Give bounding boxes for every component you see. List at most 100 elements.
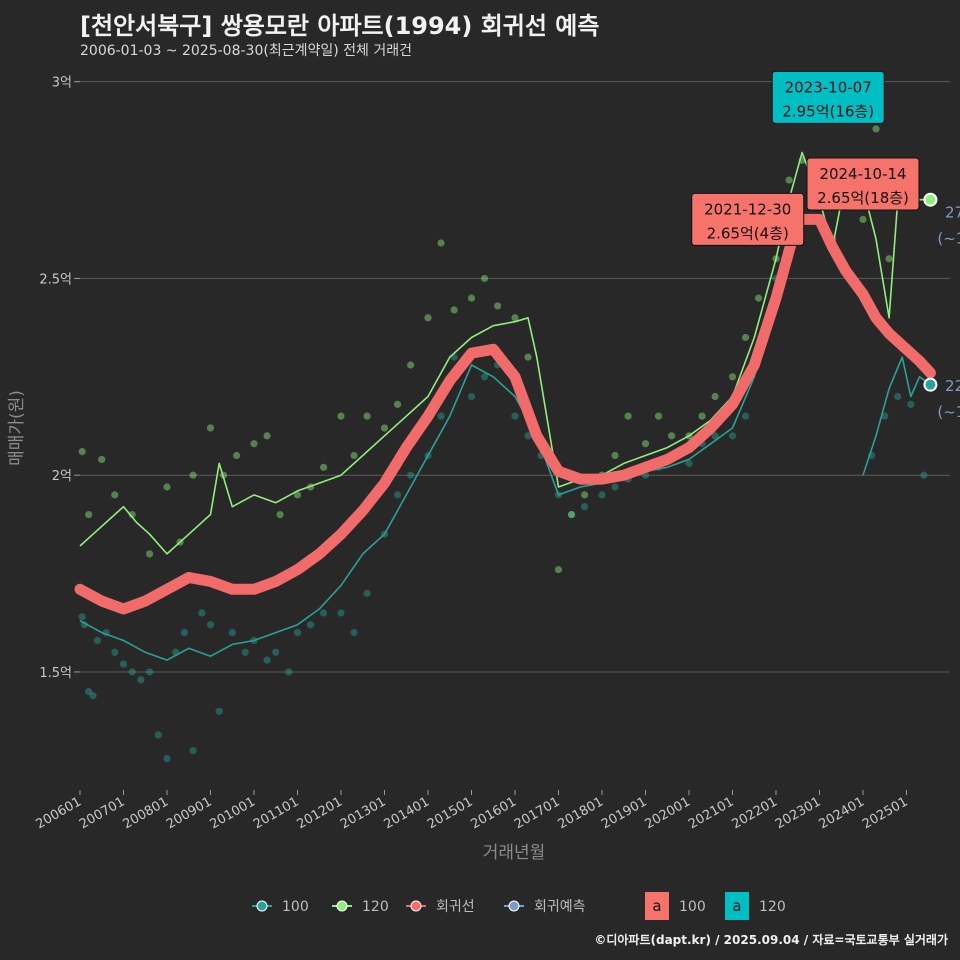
x-tick-label: 201501 bbox=[425, 794, 475, 832]
x-tick-label: 200801 bbox=[121, 794, 171, 832]
scatter-point-120 bbox=[524, 353, 532, 361]
scatter-point-120 bbox=[146, 550, 154, 558]
legend-box-swatch bbox=[725, 892, 749, 920]
scatter-point-120 bbox=[437, 239, 445, 247]
scatter-point-120 bbox=[206, 424, 215, 432]
x-tick-label: 201401 bbox=[382, 794, 432, 832]
scatter-point-120 bbox=[85, 510, 93, 519]
scatter-point-120 bbox=[350, 451, 358, 460]
scatter-point-100 bbox=[146, 668, 154, 676]
scatter-point-120 bbox=[363, 412, 371, 420]
scatter-point-100 bbox=[206, 621, 215, 629]
series-lines bbox=[74, 151, 936, 661]
annotation-date: 2024-10-14 bbox=[819, 165, 906, 183]
chart-title: [천안서북구] 쌍용모란 아파트(1994) 회귀선 예측 bbox=[80, 12, 600, 40]
legend-marker bbox=[508, 900, 520, 912]
scatter-point-100 bbox=[511, 412, 519, 420]
scatter-point-100 bbox=[407, 471, 415, 479]
scatter-point-100 bbox=[567, 510, 576, 519]
scatter-point-120 bbox=[337, 412, 345, 420]
scatter-point-100 bbox=[741, 412, 750, 420]
scatter-point-100 bbox=[524, 432, 532, 440]
scatter-point-120 bbox=[641, 440, 650, 448]
scatter-point-120 bbox=[467, 294, 476, 302]
scatter-point-100 bbox=[93, 636, 101, 645]
scatter-point-100 bbox=[272, 648, 280, 656]
scatter-point-120 bbox=[380, 424, 389, 432]
scatter-point-100 bbox=[180, 628, 188, 637]
x-tick-label: 202201 bbox=[730, 794, 780, 832]
scatter-point-120 bbox=[511, 314, 519, 322]
y-tick-label: 2억 bbox=[52, 469, 72, 484]
forecast-points bbox=[923, 192, 938, 392]
annotation-date: 2021-12-30 bbox=[704, 200, 791, 218]
legend-box-glyph: a bbox=[732, 897, 741, 915]
end-label-price: 27,000 bbox=[945, 204, 960, 222]
scatter-point-120 bbox=[859, 215, 867, 224]
scatter-point-100 bbox=[198, 609, 206, 617]
scatter-point-100 bbox=[350, 628, 358, 637]
x-tick-label: 201101 bbox=[251, 794, 301, 832]
scatter-point-120 bbox=[668, 432, 676, 440]
legend-label: 100 bbox=[679, 899, 706, 915]
legend-label: 100 bbox=[282, 899, 309, 915]
scatter-point-100 bbox=[285, 668, 293, 676]
scatter-point-100 bbox=[128, 668, 136, 676]
scatter-point-100 bbox=[881, 412, 889, 420]
end-label-price: 22,300 bbox=[945, 377, 960, 395]
x-tick-label: 200701 bbox=[77, 794, 127, 832]
scatter-point-120 bbox=[581, 491, 589, 499]
scatter-point-100 bbox=[685, 459, 693, 467]
legend-box-swatch bbox=[645, 892, 669, 920]
scatter-point-100 bbox=[189, 747, 197, 755]
y-axis-ticks: 1.5억 2억 2.5억 3억 bbox=[39, 76, 80, 681]
scatter-point-120 bbox=[741, 333, 750, 342]
scatter-point-120 bbox=[654, 412, 663, 420]
scatter-point-100 bbox=[894, 392, 902, 401]
x-tick-label: 202101 bbox=[686, 794, 736, 832]
scatter-point-100 bbox=[728, 432, 737, 440]
annotations: 2023-10-07 2.95억(16층) 2024-10-14 2.65억(18층)… bbox=[691, 70, 920, 246]
scatter-point-120 bbox=[567, 510, 576, 519]
end-labels: 27,000 (~120㎡) 22,300 (~100㎡) bbox=[937, 204, 960, 421]
x-tick-label: 201901 bbox=[599, 794, 649, 832]
scatter-point-100 bbox=[363, 589, 371, 597]
x-tick-label: 200901 bbox=[164, 794, 214, 832]
x-tick-label: 201301 bbox=[338, 794, 388, 832]
scatter-point-100 bbox=[137, 676, 145, 684]
x-tick-label: 201601 bbox=[469, 794, 519, 832]
scatter-point-100 bbox=[480, 373, 489, 381]
scatter-point-120 bbox=[163, 483, 171, 491]
scatter-point-120 bbox=[885, 255, 893, 263]
scatter-point-120 bbox=[189, 471, 197, 479]
scatter-point-120 bbox=[407, 361, 415, 369]
scatter-point-120 bbox=[111, 491, 119, 499]
scatter-point-100 bbox=[241, 648, 249, 656]
scatter-point-120 bbox=[624, 412, 632, 420]
x-tick-label: 200601 bbox=[34, 794, 84, 832]
scatter-point-120 bbox=[480, 274, 489, 283]
scatter-point-100 bbox=[467, 392, 476, 401]
x-tick-label: 202301 bbox=[773, 794, 823, 832]
scatter-point-100 bbox=[163, 754, 171, 763]
scatter-point-100 bbox=[711, 432, 719, 440]
scatter-point-120 bbox=[450, 306, 458, 314]
scatter-point-120 bbox=[250, 440, 258, 448]
scatter-point-100 bbox=[111, 648, 119, 656]
scatter-point-120 bbox=[293, 491, 302, 499]
scatter-point-100 bbox=[306, 621, 315, 629]
series-line-100 bbox=[79, 219, 799, 661]
legend-label: 120 bbox=[362, 899, 389, 915]
series-line-100 bbox=[862, 356, 931, 476]
scatter-point-120 bbox=[233, 451, 241, 460]
scatter-point-120 bbox=[128, 510, 136, 519]
regression-line bbox=[74, 213, 936, 615]
scatter-point-120 bbox=[785, 176, 793, 184]
scatter-point-100 bbox=[393, 491, 402, 499]
scatter-point-120 bbox=[276, 510, 284, 519]
end-label-area: (~100㎡) bbox=[937, 403, 960, 421]
y-tick-label: 1.5억 bbox=[39, 666, 72, 681]
scatter-point-120 bbox=[98, 455, 106, 464]
x-tick-label: 202401 bbox=[817, 794, 867, 832]
